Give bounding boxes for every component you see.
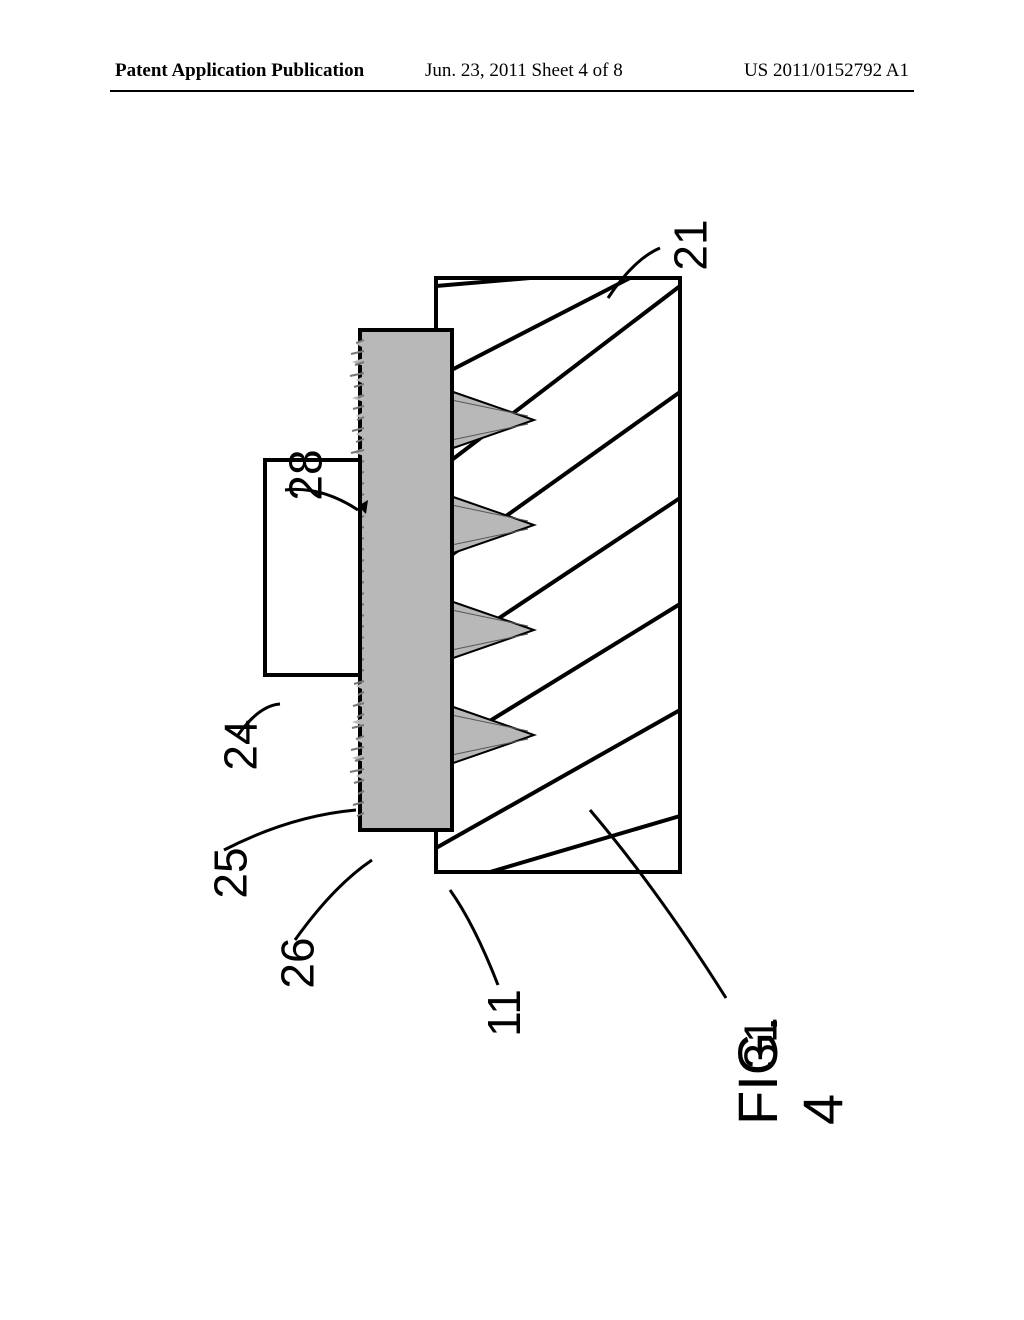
figure-svg xyxy=(100,170,860,1090)
ref-31: 31 xyxy=(738,1017,784,1068)
header-rule xyxy=(110,90,914,92)
figure-4: FIG. 4 11 21 24 25 26 28 31 xyxy=(100,170,860,1090)
header-center: Jun. 23, 2011 Sheet 4 of 8 xyxy=(425,60,623,82)
ref-26: 26 xyxy=(275,937,321,988)
ref-24: 24 xyxy=(218,719,264,770)
ref-25: 25 xyxy=(208,847,254,898)
header-right: US 2011/0152792 A1 xyxy=(744,60,909,82)
header-left: Patent Application Publication xyxy=(115,60,364,82)
ref-11: 11 xyxy=(481,989,527,1037)
ref-21: 21 xyxy=(668,219,714,270)
page: Patent Application Publication Jun. 23, … xyxy=(0,0,1024,1320)
ref-28: 28 xyxy=(283,449,329,500)
